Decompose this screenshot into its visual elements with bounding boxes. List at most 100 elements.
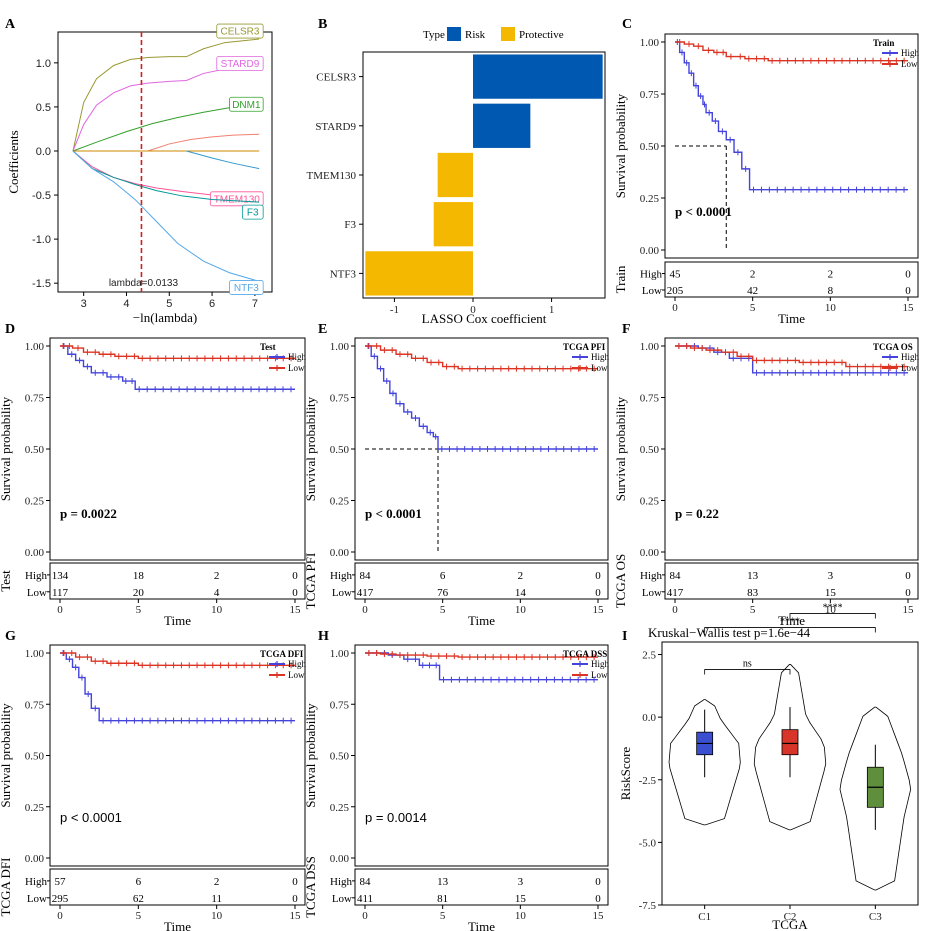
legend-label: Risk	[465, 29, 486, 41]
x-tick-label: 0	[57, 604, 63, 616]
risk-count: 13	[747, 570, 759, 582]
y-tick-label: 0.0	[36, 146, 51, 158]
x-tick-label: 15	[290, 910, 302, 922]
risk-count: 0	[292, 876, 298, 888]
x-tick-label: 15	[593, 604, 605, 616]
risk-count: 84	[360, 876, 372, 888]
risk-row-label: High	[330, 570, 353, 582]
coef-path-ntf3	[72, 150, 260, 282]
legend-swatch-protective	[501, 27, 515, 41]
legend-label: Low	[591, 363, 608, 373]
legend-label: High	[901, 48, 920, 58]
x-tick-label: 5	[136, 910, 142, 922]
gene-label: TMEM130	[214, 194, 261, 205]
risk-count: 2	[750, 269, 756, 281]
y-tick-label: 0.25	[640, 496, 660, 508]
p-value: p < 0.0001	[675, 204, 732, 219]
risk-count: 4	[214, 587, 220, 599]
y-tick-label: 1.00	[330, 341, 350, 353]
p-value: p < 0.0001	[60, 810, 122, 825]
y-axis-title: Survival probability	[303, 703, 318, 808]
plot-frame	[664, 337, 919, 561]
x-tick-label: 10	[211, 910, 223, 922]
risk-count: 42	[747, 285, 758, 297]
risk-count: 0	[595, 587, 601, 599]
risk-table-frame	[664, 261, 919, 298]
category-label: TMEM130	[307, 170, 357, 182]
y-tick-label: 0.25	[330, 496, 350, 508]
gene-label: NTF3	[234, 283, 259, 294]
risk-count: 76	[437, 587, 449, 599]
risk-count: 15	[825, 587, 837, 599]
y-tick-label: 0.00	[25, 853, 45, 865]
legend-swatch-risk	[447, 27, 461, 41]
panel-c: C 0.00 0.25 0.50 0.75 1.00 Survival probabilit…	[613, 17, 920, 326]
legend-label: High	[591, 659, 610, 669]
km-curve-high	[365, 345, 598, 450]
y-axis-title: Survival probability	[613, 396, 628, 501]
panel-letter: A	[5, 17, 16, 32]
x-tick-label: 15	[903, 604, 915, 616]
risk-row-label: Low	[332, 587, 352, 599]
risk-count: 57	[55, 876, 67, 888]
coef-path-stard9	[72, 64, 260, 152]
x-tick-label: 5	[750, 302, 756, 314]
risk-count: 0	[595, 893, 601, 905]
legend-label: High	[901, 352, 920, 362]
risk-table-title: Train	[613, 265, 628, 293]
significance-bracket	[704, 669, 791, 675]
risk-row-label: Low	[27, 587, 47, 599]
chart-title: Kruskal−Wallis test p=1.6e−44	[648, 625, 811, 640]
x-axis-title: TCGA	[772, 917, 808, 931]
risk-count: 45	[670, 269, 682, 281]
risk-count: 11	[211, 893, 222, 905]
legend-label: Low	[901, 59, 918, 69]
y-tick-label: 0.25	[25, 496, 45, 508]
risk-count: 2	[214, 876, 220, 888]
panel-d: D 0.00 0.25 0.50 0.75 1.00 Survival probabilit…	[0, 322, 307, 628]
risk-count: 205	[667, 285, 684, 297]
x-tick-label: 0	[470, 304, 476, 316]
risk-table-title: TCGA DSS	[303, 856, 318, 918]
risk-count: 117	[52, 587, 69, 599]
y-tick-label: -0.5	[32, 190, 51, 202]
x-tick-label: 10	[515, 604, 527, 616]
legend-title: TCGA DFI	[260, 649, 304, 659]
y-tick-label: 1.00	[330, 648, 350, 660]
risk-count: 20	[133, 587, 145, 599]
y-tick-label: 0.00	[330, 547, 350, 559]
significance-bracket	[789, 613, 876, 619]
y-tick-label: 1.00	[640, 341, 660, 353]
x-tick-label: 5	[166, 298, 172, 310]
y-tick-label: 0.25	[330, 802, 350, 814]
panel-letter: C	[622, 17, 632, 32]
x-tick-label: 4	[123, 298, 129, 310]
panel-g: G 0.00 0.25 0.50 0.75 1.00 Survival probabilit…	[0, 629, 307, 931]
coef-path-f3	[72, 150, 260, 203]
y-tick-label: 0.00	[25, 547, 45, 559]
x-axis-title: Time	[778, 311, 805, 326]
panel-letter: F	[622, 322, 631, 337]
category-label: NTF3	[330, 268, 357, 280]
risk-count: 0	[595, 570, 601, 582]
risk-table-frame	[354, 868, 609, 906]
risk-table-frame	[49, 562, 306, 600]
risk-count: 0	[905, 285, 911, 297]
y-tick-label: 0.50	[330, 444, 350, 456]
coef-path-celsr3	[72, 38, 260, 152]
panel-e: E 0.00 0.25 0.50 0.75 1.00 Survival probabilit…	[303, 322, 610, 628]
x-tick-label: 0	[362, 604, 368, 616]
x-axis-title: Time	[468, 613, 495, 628]
risk-count: 0	[292, 570, 298, 582]
panel-letter: D	[5, 322, 15, 337]
x-tick-label: 0	[672, 302, 678, 314]
panel-letter: H	[318, 629, 329, 644]
risk-row-label: Low	[642, 587, 662, 599]
risk-count: 2	[518, 570, 524, 582]
risk-table-frame	[664, 562, 919, 600]
x-axis-title: Time	[164, 919, 191, 931]
y-tick-label: -1.5	[32, 278, 51, 290]
risk-count: 0	[595, 876, 601, 888]
box-c2	[781, 729, 799, 756]
x-tick-label: 3	[81, 298, 87, 310]
